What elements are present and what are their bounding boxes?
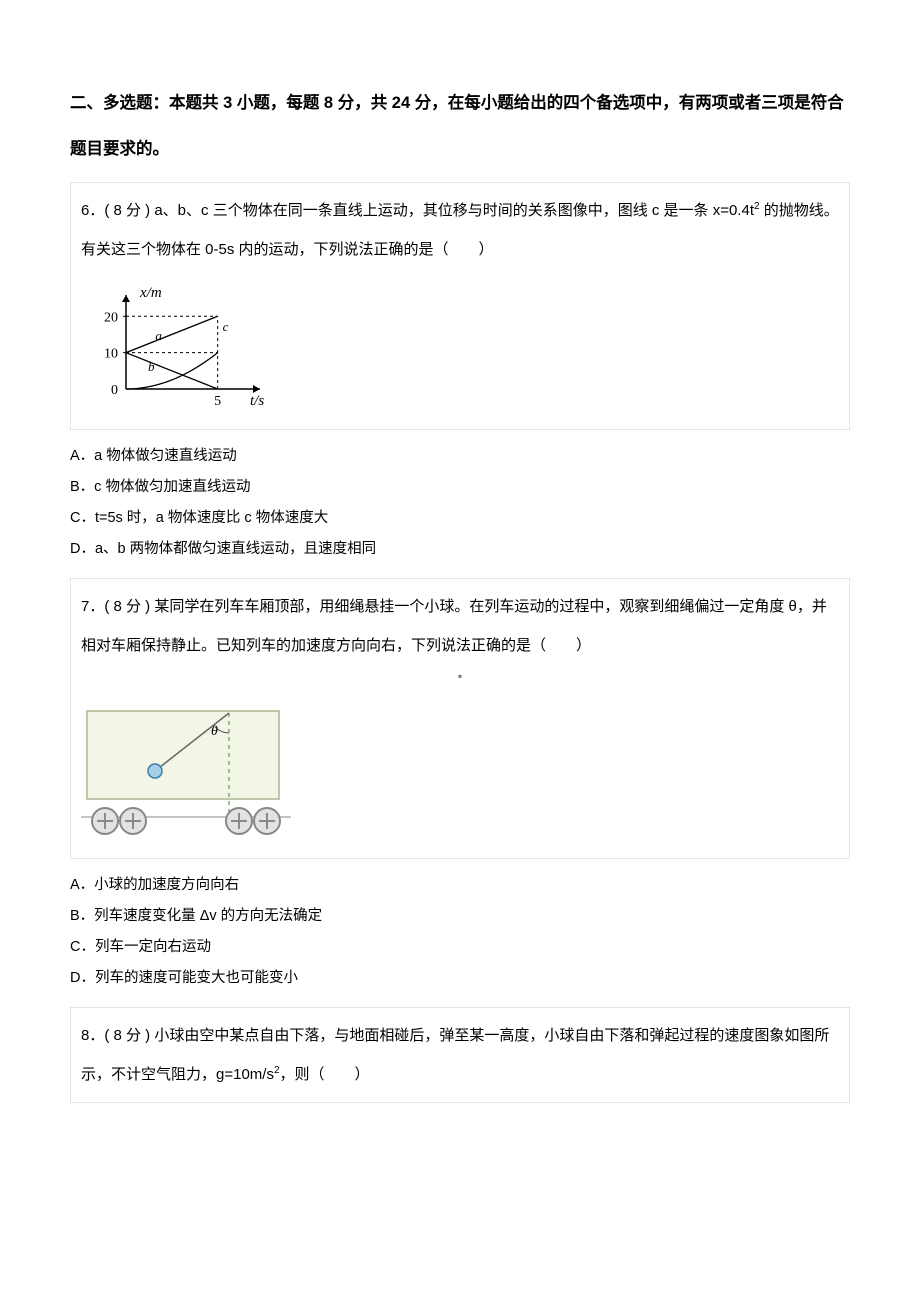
question-8-box: 8．( 8 分 ) 小球由空中某点自由下落，与地面相碰后，弹至某一高度，小球自由… [70, 1007, 850, 1103]
svg-text:t/s: t/s [250, 393, 264, 409]
q6-prompt-pre: 6．( 8 分 ) a、b、c 三个物体在同一条直线上运动，其位移与时间的关系图… [81, 202, 754, 219]
section-heading: 二、多选题：本题共 3 小题，每题 8 分，共 24 分，在每小题给出的四个备选… [70, 80, 850, 172]
question-7-box: 7．( 8 分 ) 某同学在列车车厢顶部，用细绳悬挂一个小球。在列车运动的过程中… [70, 578, 850, 858]
svg-text:10: 10 [104, 347, 118, 362]
q6-option-d: D．a、b 两物体都做匀速直线运动，且速度相同 [70, 535, 850, 564]
q7-options: A．小球的加速度方向向右 B．列车速度变化量 Δv 的方向无法确定 C．列车一定… [70, 871, 850, 993]
svg-text:0: 0 [111, 383, 118, 398]
q6-chart-svg: 0 10 20 5 x/m t/s a b c [81, 281, 271, 411]
q7-diagram-svg: θ [81, 705, 291, 840]
center-dot: ▪ [81, 661, 839, 692]
q7-option-d: D．列车的速度可能变大也可能变小 [70, 964, 850, 993]
q8-prompt-pre: 8．( 8 分 ) 小球由空中某点自由下落，与地面相碰后，弹至某一高度，小球自由… [81, 1027, 829, 1083]
svg-text:5: 5 [214, 394, 221, 409]
question-6-box: 6．( 8 分 ) a、b、c 三个物体在同一条直线上运动，其位移与时间的关系图… [70, 182, 850, 430]
svg-text:x/m: x/m [139, 285, 162, 301]
q8-prompt-post: ，则（ ） [280, 1066, 370, 1083]
q7-option-a: A．小球的加速度方向向右 [70, 871, 850, 900]
q6-options: A．a 物体做匀速直线运动 B．c 物体做匀加速直线运动 C．t=5s 时，a … [70, 442, 850, 564]
svg-text:20: 20 [104, 311, 118, 326]
svg-text:a: a [155, 328, 162, 343]
q7-prompt: 7．( 8 分 ) 某同学在列车车厢顶部，用细绳悬挂一个小球。在列车运动的过程中… [81, 598, 827, 654]
q6-option-b: B．c 物体做匀加速直线运动 [70, 473, 850, 502]
q7-option-b: B．列车速度变化量 Δv 的方向无法确定 [70, 902, 850, 931]
svg-text:θ: θ [211, 724, 218, 739]
q7-option-c: C．列车一定向右运动 [70, 933, 850, 962]
q6-figure: 0 10 20 5 x/m t/s a b c [81, 281, 839, 411]
q7-figure: θ [81, 705, 839, 840]
svg-text:b: b [148, 359, 155, 374]
svg-text:c: c [223, 319, 229, 334]
q6-option-c: C．t=5s 时，a 物体速度比 c 物体速度大 [70, 504, 850, 533]
q6-option-a: A．a 物体做匀速直线运动 [70, 442, 850, 471]
